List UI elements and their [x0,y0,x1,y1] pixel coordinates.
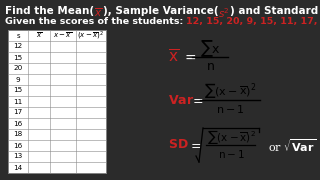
Text: Find the Mean(: Find the Mean( [5,6,94,16]
Text: $(x-\overline{x})^2$: $(x-\overline{x})^2$ [77,29,105,42]
Text: $=$: $=$ [190,93,204,107]
Text: 20: 20 [13,66,23,71]
Text: 16: 16 [13,120,23,127]
Text: 18: 18 [13,132,23,138]
Text: 17: 17 [13,109,23,116]
Text: 14: 14 [13,165,23,170]
Text: 13: 13 [13,154,23,159]
Text: ), Sample Variance(: ), Sample Variance( [103,6,218,16]
Text: 15: 15 [13,87,23,93]
Text: $s^2$: $s^2$ [218,6,230,20]
Text: $=$: $=$ [182,50,197,64]
Text: Given the scores of the students:: Given the scores of the students: [5,17,187,26]
Text: $\overline{\rm x}$: $\overline{\rm x}$ [168,48,179,66]
Text: $\rm{n}-1$: $\rm{n}-1$ [218,148,244,160]
Text: 12: 12 [13,44,23,50]
Text: or $\sqrt{\mathbf{Var}}$: or $\sqrt{\mathbf{Var}}$ [268,138,316,154]
Text: s: s [16,33,20,39]
Text: $\overline{x}$: $\overline{x}$ [94,6,103,19]
Text: $\mathbf{Var}$: $\mathbf{Var}$ [168,93,194,107]
Text: $\rm{n}-1$: $\rm{n}-1$ [216,103,244,115]
Text: $\sum(\rm{x}-\overline{\rm{x}})^2$: $\sum(\rm{x}-\overline{\rm{x}})^2$ [206,128,255,146]
Text: $=$: $=$ [188,138,202,152]
Text: 11: 11 [13,98,23,105]
Bar [8,30,106,173]
Text: $x - \overline{x}$: $x - \overline{x}$ [53,31,73,40]
Text: $\sum\rm{x}$: $\sum\rm{x}$ [200,39,220,59]
Text: 12, 15, 20, 9, 15, 11, 17, 16, 18, 16, 13, 14.: 12, 15, 20, 9, 15, 11, 17, 16, 18, 16, 1… [187,17,320,26]
Text: 15: 15 [13,55,23,60]
Text: $\overline{x}$: $\overline{x}$ [36,31,42,40]
Text: $\mathbf{SD}$: $\mathbf{SD}$ [168,138,188,152]
Text: 9: 9 [16,76,20,82]
Text: $\rm{n}$: $\rm{n}$ [205,60,214,73]
Text: ) and Standard Deviation(: ) and Standard Deviation( [230,6,320,16]
Text: $\sum(\rm{x}-\overline{\rm{x}})^2$: $\sum(\rm{x}-\overline{\rm{x}})^2$ [204,82,256,100]
Text: 16: 16 [13,143,23,148]
